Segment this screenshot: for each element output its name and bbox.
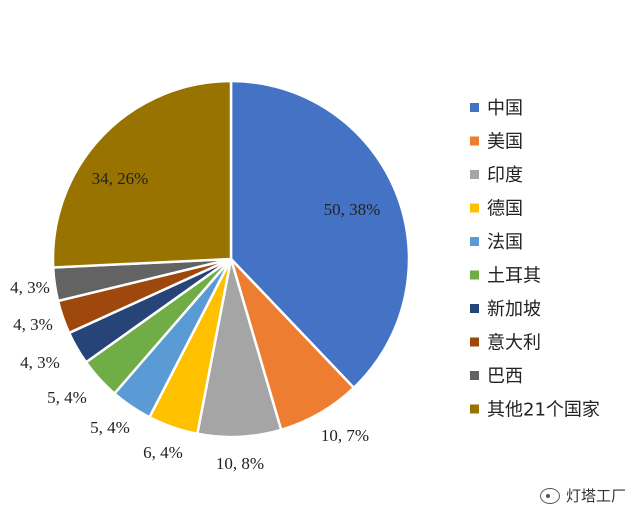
data-label-5: 5, 4% bbox=[47, 388, 87, 407]
legend-label-5: 土耳其 bbox=[487, 266, 541, 287]
wechat-icon bbox=[539, 487, 560, 504]
legend-label-3: 德国 bbox=[487, 199, 523, 220]
legend-swatch-2 bbox=[470, 170, 479, 179]
pie-slice-9 bbox=[51, 79, 233, 269]
data-labels: 50, 38% 10, 7% 10, 8% 6, 4% 5, 4%5, 4% 4, 3% 4… bbox=[10, 169, 380, 473]
data-label-1: 10, 7% bbox=[321, 426, 369, 445]
legend-label-2: 印度 bbox=[487, 165, 523, 186]
pie-slices bbox=[51, 79, 411, 439]
data-label-2: 10, 8% bbox=[216, 454, 264, 473]
data-label-8: 4, 3% bbox=[10, 278, 50, 297]
legend-label-0: 中国 bbox=[487, 98, 523, 119]
data-label-9: 34, 26% bbox=[92, 169, 149, 188]
legend-swatch-9 bbox=[470, 404, 479, 414]
legend-label-6: 新加坡 bbox=[487, 299, 541, 320]
legend-label-4: 法国 bbox=[487, 232, 523, 253]
legend-swatch-4 bbox=[470, 237, 479, 246]
legend-label-8: 巴西 bbox=[487, 366, 523, 387]
legend-swatch-3 bbox=[470, 203, 479, 213]
data-label-4: 5, 4% bbox=[90, 418, 130, 437]
data-label-7: 4, 3% bbox=[13, 315, 53, 334]
data-label-0: 50, 38% bbox=[324, 200, 381, 219]
watermark-text: 灯塔工厂 bbox=[565, 487, 626, 505]
watermark: 灯塔工厂 bbox=[539, 485, 626, 506]
legend-swatch-7 bbox=[470, 337, 479, 347]
data-label-6: 4, 3% bbox=[20, 353, 60, 372]
legend-swatch-8 bbox=[470, 371, 479, 380]
pie-slice-0 bbox=[229, 79, 411, 390]
legend-label-1: 美国 bbox=[487, 132, 523, 153]
legend-swatch-1 bbox=[470, 136, 479, 146]
legend-swatch-6 bbox=[470, 304, 479, 313]
legend-label-9: 其他21个国家 bbox=[487, 400, 600, 421]
legend-swatch-0 bbox=[470, 103, 479, 112]
legend-swatch-5 bbox=[470, 270, 479, 280]
data-label-3: 6, 4% bbox=[143, 443, 183, 462]
legend-label-7: 意大利 bbox=[487, 333, 541, 354]
